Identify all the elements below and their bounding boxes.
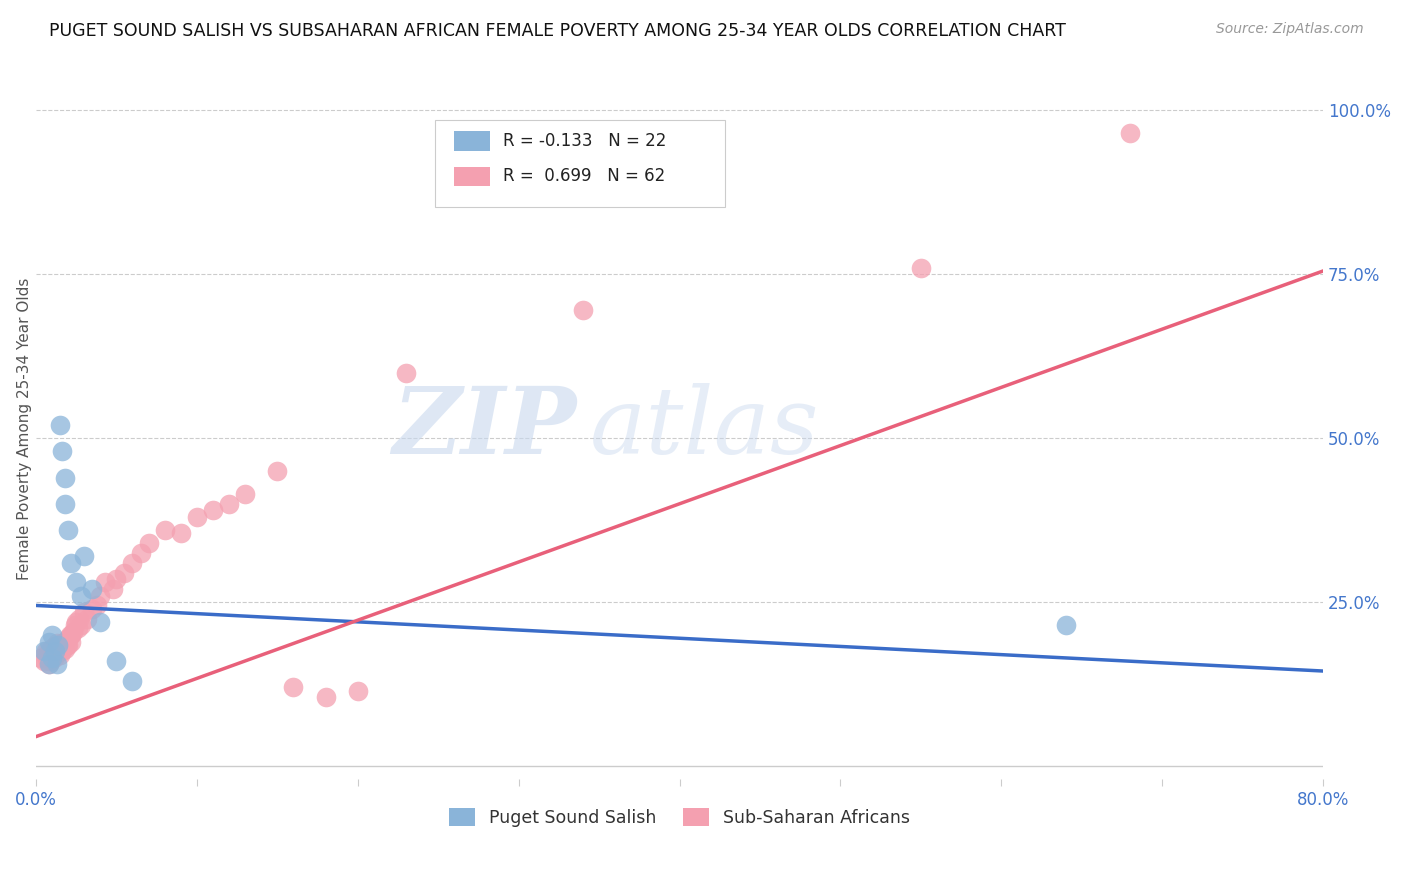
Point [60, 634, 83, 648]
Point [63, 618, 86, 632]
Point [121, 556, 143, 570]
Point [65, 615, 87, 629]
Bar [454, 167, 491, 186]
Text: R =  0.699   N = 62: R = 0.699 N = 62 [503, 168, 665, 186]
Point [65, 575, 87, 590]
Point [86, 599, 108, 613]
Point [129, 546, 152, 560]
Point [218, 497, 240, 511]
Point [44, 639, 66, 653]
Point [38, 657, 60, 672]
Point [62, 624, 84, 639]
Point [73, 605, 96, 619]
Point [41, 628, 63, 642]
Point [49, 648, 72, 662]
Point [42, 651, 65, 665]
Point [70, 589, 93, 603]
Point [37, 651, 59, 665]
Point [67, 611, 90, 625]
Point [1054, 618, 1077, 632]
Point [233, 487, 256, 501]
Point [82, 601, 104, 615]
Point [48, 642, 70, 657]
Point [138, 536, 160, 550]
Point [82, 582, 104, 596]
Point [60, 556, 83, 570]
Point [38, 644, 60, 658]
Point [39, 644, 62, 658]
Point [38, 634, 60, 648]
Point [49, 641, 72, 656]
Point [73, 549, 96, 564]
Point [60, 628, 83, 642]
Point [45, 657, 67, 672]
Point [94, 575, 117, 590]
Point [41, 651, 63, 665]
Point [53, 642, 76, 657]
Point [121, 673, 143, 688]
Point [56, 632, 79, 646]
Point [114, 566, 136, 580]
Text: atlas: atlas [589, 384, 818, 474]
Point [346, 683, 368, 698]
Point [101, 582, 124, 596]
Point [572, 303, 595, 318]
Point [201, 503, 224, 517]
Point [44, 644, 66, 658]
Point [186, 509, 208, 524]
Point [59, 628, 82, 642]
Point [45, 646, 67, 660]
Point [51, 644, 73, 658]
Point [30, 651, 52, 665]
Point [45, 636, 67, 650]
Text: ZIP: ZIP [392, 384, 576, 474]
Point [48, 638, 70, 652]
Text: PUGET SOUND SALISH VS SUBSAHARAN AFRICAN FEMALE POVERTY AMONG 25-34 YEAR OLDS CO: PUGET SOUND SALISH VS SUBSAHARAN AFRICAN… [49, 22, 1066, 40]
Point [56, 638, 79, 652]
Point [41, 648, 63, 663]
Point [266, 464, 288, 478]
Point [55, 638, 77, 652]
Point [153, 523, 176, 537]
Point [41, 641, 63, 656]
Point [32, 654, 55, 668]
Point [910, 260, 932, 275]
Text: Source: ZipAtlas.com: Source: ZipAtlas.com [1216, 22, 1364, 37]
Point [89, 615, 111, 629]
Point [49, 418, 72, 433]
Point [51, 444, 73, 458]
Text: R = -0.133   N = 22: R = -0.133 N = 22 [503, 132, 666, 151]
Point [105, 572, 128, 586]
Point [39, 654, 62, 668]
Point [44, 644, 66, 658]
Point [51, 636, 73, 650]
Bar [454, 131, 491, 151]
Point [105, 654, 128, 668]
Point [76, 611, 98, 625]
Point [53, 497, 76, 511]
Y-axis label: Female Poverty Among 25-34 Year Olds: Female Poverty Among 25-34 Year Olds [17, 277, 32, 580]
Point [66, 621, 89, 635]
Point [70, 618, 93, 632]
Point [89, 589, 111, 603]
Point [53, 634, 76, 648]
Point [34, 648, 56, 662]
Point [283, 681, 305, 695]
Point [395, 366, 418, 380]
Point [52, 640, 75, 654]
Point [170, 526, 193, 541]
FancyBboxPatch shape [434, 120, 724, 207]
Point [315, 690, 337, 705]
Point [34, 644, 56, 658]
Legend: Puget Sound Salish, Sub-Saharan Africans: Puget Sound Salish, Sub-Saharan Africans [443, 801, 917, 834]
Point [53, 470, 76, 484]
Point [38, 657, 60, 672]
Point [1119, 126, 1142, 140]
Point [56, 523, 79, 537]
Point [32, 644, 55, 658]
